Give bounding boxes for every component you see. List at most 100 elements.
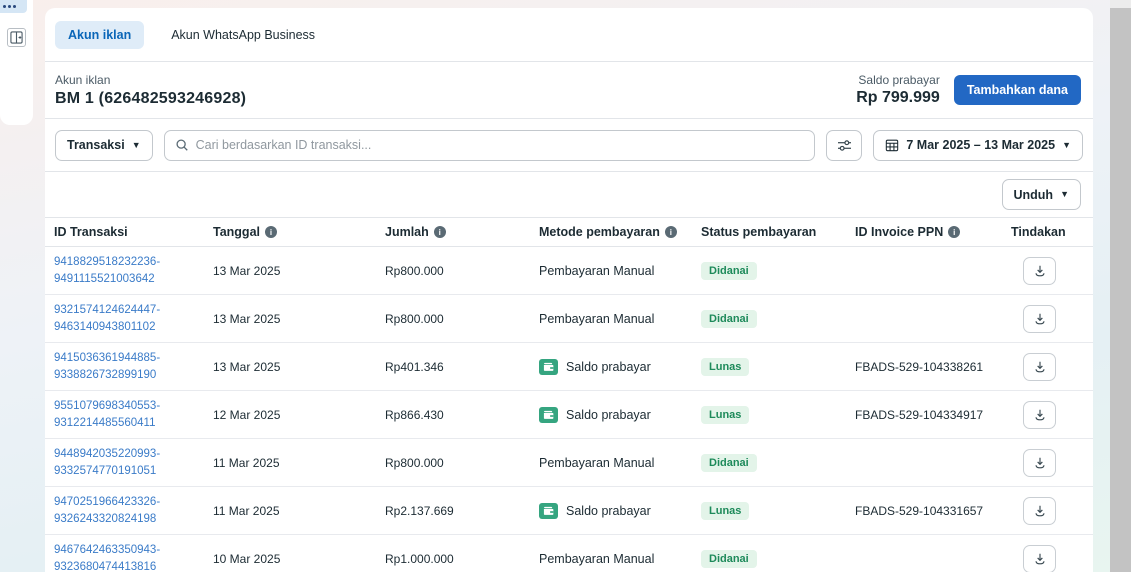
payment-method: Pembayaran Manual (539, 552, 701, 566)
filter-settings-button[interactable] (826, 129, 863, 161)
invoice-id: FBADS-529-104334917 (855, 407, 984, 422)
tab-akun-whatsapp-business[interactable]: Akun WhatsApp Business (171, 27, 316, 42)
filter-row: Transaksi ▼ 7 Mar 2025 – 13 Mar 2025 ▼ (45, 119, 1093, 171)
download-invoice-button[interactable] (1023, 448, 1056, 477)
transaction-id-link[interactable]: 9448942035220993- 9332574770191051 (54, 448, 161, 477)
payment-method-label: Pembayaran Manual (539, 551, 655, 566)
download-invoice-button[interactable] (1023, 400, 1056, 429)
payment-status: Didanai (701, 453, 855, 472)
payment-method-label: Saldo prabayar (566, 503, 651, 518)
transaction-id-link[interactable]: 9321574124624447- 9463140943801102 (54, 304, 161, 333)
transaction-amount: Rp2.137.669 (385, 503, 454, 518)
tab-akun-iklan[interactable]: Akun iklan (55, 20, 145, 49)
calendar-icon (886, 139, 899, 152)
transaction-date: 13 Mar 2025 (213, 359, 281, 374)
account-name: BM 1 (626482593246928) (55, 89, 247, 107)
date-range-picker[interactable]: 7 Mar 2025 – 13 Mar 2025 ▼ (873, 129, 1083, 161)
wallet-icon (539, 406, 558, 423)
payment-method-label: Pembayaran Manual (539, 311, 655, 326)
transactions-table: ID Transaksi Tanggal i Jumlah i Metode pem… (45, 217, 1093, 572)
transaction-amount: Rp866.430 (385, 407, 444, 422)
transaction-date: 11 Mar 2025 (213, 503, 280, 518)
col-id-invoice-ppn: ID Invoice PPN i (855, 225, 1011, 239)
download-invoice-button[interactable] (1023, 352, 1056, 381)
payment-method-label: Pembayaran Manual (539, 455, 655, 470)
download-invoice-button[interactable] (1023, 544, 1056, 572)
payment-method: Pembayaran Manual (539, 312, 701, 326)
wallet-icon (539, 358, 558, 375)
divider (45, 171, 1093, 172)
invoice-id: FBADS-529-104331657 (855, 503, 984, 518)
payment-method-label: Saldo prabayar (566, 359, 651, 374)
status-badge: Didanai (701, 454, 757, 472)
balance-label: Saldo prabayar (858, 73, 940, 87)
sidebar-collapse-icon[interactable] (7, 28, 26, 47)
sliders-icon (837, 139, 851, 151)
transaction-type-label: Transaksi (67, 138, 125, 152)
transaction-amount: Rp800.000 (385, 455, 444, 470)
transaction-date: 10 Mar 2025 (213, 551, 281, 566)
table-row: 9415036361944885- 9338826732899190 13 Mar… (45, 343, 1093, 391)
divider (45, 118, 1093, 119)
payment-status: Lunas (701, 405, 855, 424)
status-badge: Didanai (701, 550, 757, 568)
download-invoice-button[interactable] (1023, 256, 1056, 285)
scrollbar[interactable] (1110, 0, 1131, 572)
tabs-row: Akun iklan Akun WhatsApp Business (45, 8, 1093, 61)
payment-method: Pembayaran Manual (539, 456, 701, 470)
status-badge: Lunas (701, 502, 750, 520)
payment-method: Pembayaran Manual (539, 264, 701, 278)
download-invoice-button[interactable] (1023, 496, 1056, 525)
wallet-icon (539, 502, 558, 519)
search-input[interactable] (195, 138, 805, 152)
account-type-label: Akun iklan (55, 72, 111, 87)
status-badge: Didanai (701, 262, 757, 280)
transaction-type-dropdown[interactable]: Transaksi ▼ (55, 129, 153, 161)
col-jumlah: Jumlah i (385, 225, 539, 239)
col-tindakan: Tindakan (1011, 225, 1066, 239)
transaction-date: 11 Mar 2025 (213, 455, 280, 470)
transaction-date: 13 Mar 2025 (213, 263, 281, 278)
date-range-label: 7 Mar 2025 – 13 Mar 2025 (906, 138, 1056, 152)
info-icon[interactable]: i (948, 226, 961, 238)
payment-method: Saldo prabayar (539, 406, 701, 423)
info-icon[interactable]: i (265, 226, 277, 238)
action-cell (1011, 544, 1093, 572)
invoice-id: FBADS-529-104338261 (855, 359, 984, 374)
transaction-amount: Rp800.000 (385, 263, 444, 278)
status-badge: Lunas (701, 358, 750, 376)
search-box[interactable] (163, 129, 816, 161)
col-status-pembayaran: Status pembayaran (701, 225, 817, 239)
download-button[interactable]: Unduh ▼ (1001, 179, 1081, 210)
chevron-down-icon: ▼ (131, 139, 141, 150)
transaction-date: 13 Mar 2025 (213, 311, 281, 326)
download-icon (1034, 553, 1045, 564)
transaction-id-link[interactable]: 9415036361944885- 9338826732899190 (54, 352, 161, 381)
action-cell (1011, 256, 1093, 285)
transaction-id-link[interactable]: 9470251966423326- 9326243320824198 (54, 496, 161, 525)
chevron-down-icon: ▼ (1062, 139, 1071, 150)
balance-amount: Rp 799.999 (856, 89, 940, 106)
table-row: 9551079698340553- 9312214485560411 12 Mar… (45, 391, 1093, 439)
col-tanggal: Tanggal i (213, 225, 385, 239)
action-cell (1011, 352, 1093, 381)
payment-status: Didanai (701, 549, 855, 568)
table-body: 9418829518232236- 9491115521003642 13 Mar… (45, 247, 1093, 572)
download-icon (1034, 265, 1045, 276)
transaction-id-link[interactable]: 9467642463350943- 9323680474413816 (54, 544, 161, 572)
account-header: Akun iklan BM 1 (626482593246928) Saldo … (45, 62, 1093, 118)
info-icon[interactable]: i (664, 226, 677, 238)
download-invoice-button[interactable] (1023, 304, 1056, 333)
status-badge: Didanai (701, 310, 757, 328)
table-row: 9418829518232236- 9491115521003642 13 Mar… (45, 247, 1093, 295)
info-icon[interactable]: i (433, 226, 446, 238)
download-icon (1034, 457, 1045, 468)
payment-status: Lunas (701, 357, 855, 376)
add-funds-button[interactable]: Tambahkan dana (953, 75, 1081, 105)
transaction-id-link[interactable]: 9418829518232236- 9491115521003642 (54, 256, 161, 285)
status-badge: Lunas (701, 406, 750, 424)
col-metode-pembayaran: Metode pembayaran i (539, 225, 701, 239)
transaction-amount: Rp800.000 (385, 311, 444, 326)
transaction-id-link[interactable]: 9551079698340553- 9312214485560411 (54, 400, 161, 429)
sidebar-active-item[interactable] (0, 0, 27, 13)
